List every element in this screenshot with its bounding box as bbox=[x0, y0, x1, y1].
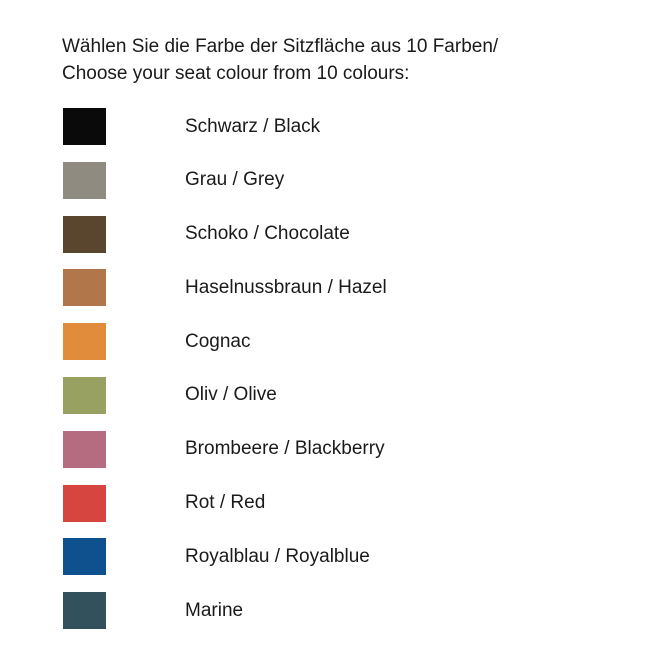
color-swatch-oliv-olive[interactable] bbox=[63, 376, 106, 414]
color-option-rot-red[interactable]: Rot / Red bbox=[63, 484, 387, 522]
color-swatch-cognac[interactable] bbox=[63, 323, 106, 361]
color-label: Marine bbox=[185, 599, 244, 621]
color-option-brombeere-blackberry[interactable]: Brombeere / Blackberry bbox=[63, 430, 387, 468]
color-label: Schoko / Chocolate bbox=[185, 223, 350, 245]
color-label: Royalblau / Royalblue bbox=[185, 545, 370, 567]
title-line-english: Choose your seat colour from 10 colours: bbox=[62, 63, 410, 84]
color-swatch-haselnussbraun-hazel[interactable] bbox=[63, 269, 106, 307]
color-swatch-royalblau-royalblue[interactable] bbox=[63, 538, 106, 576]
color-label: Oliv / Olive bbox=[185, 384, 277, 406]
color-swatch-rot-red[interactable] bbox=[63, 484, 106, 522]
color-label: Brombeere / Blackberry bbox=[185, 438, 385, 460]
color-swatch-marine[interactable] bbox=[63, 592, 106, 630]
color-option-schoko-chocolate[interactable]: Schoko / Chocolate bbox=[63, 215, 387, 253]
color-swatch-brombeere-blackberry[interactable] bbox=[63, 430, 106, 468]
color-label: Schwarz / Black bbox=[185, 115, 321, 137]
color-label: Rot / Red bbox=[185, 492, 266, 514]
color-option-grau-grey[interactable]: Grau / Grey bbox=[63, 161, 387, 199]
color-option-royalblau-royalblue[interactable]: Royalblau / Royalblue bbox=[63, 538, 387, 576]
color-option-marine[interactable]: Marine bbox=[63, 592, 387, 630]
color-swatch-grau-grey[interactable] bbox=[63, 161, 106, 199]
page-title: Wählen Sie die Farbe der Sitzfläche aus … bbox=[62, 33, 498, 87]
color-swatch-schwarz-black[interactable] bbox=[63, 108, 106, 145]
title-line-german: Wählen Sie die Farbe der Sitzfläche aus … bbox=[62, 36, 499, 57]
color-option-oliv-olive[interactable]: Oliv / Olive bbox=[63, 376, 387, 414]
color-option-haselnussbraun-hazel[interactable]: Haselnussbraun / Hazel bbox=[63, 269, 387, 307]
color-swatch-schoko-chocolate[interactable] bbox=[63, 215, 106, 253]
color-option-cognac[interactable]: Cognac bbox=[63, 323, 387, 361]
color-list: Schwarz / Black Grau / Grey Schoko / Cho… bbox=[63, 108, 387, 630]
color-label: Haselnussbraun / Hazel bbox=[185, 276, 387, 298]
color-option-schwarz-black[interactable]: Schwarz / Black bbox=[63, 108, 387, 145]
color-label: Cognac bbox=[185, 330, 251, 352]
color-label: Grau / Grey bbox=[185, 169, 285, 191]
